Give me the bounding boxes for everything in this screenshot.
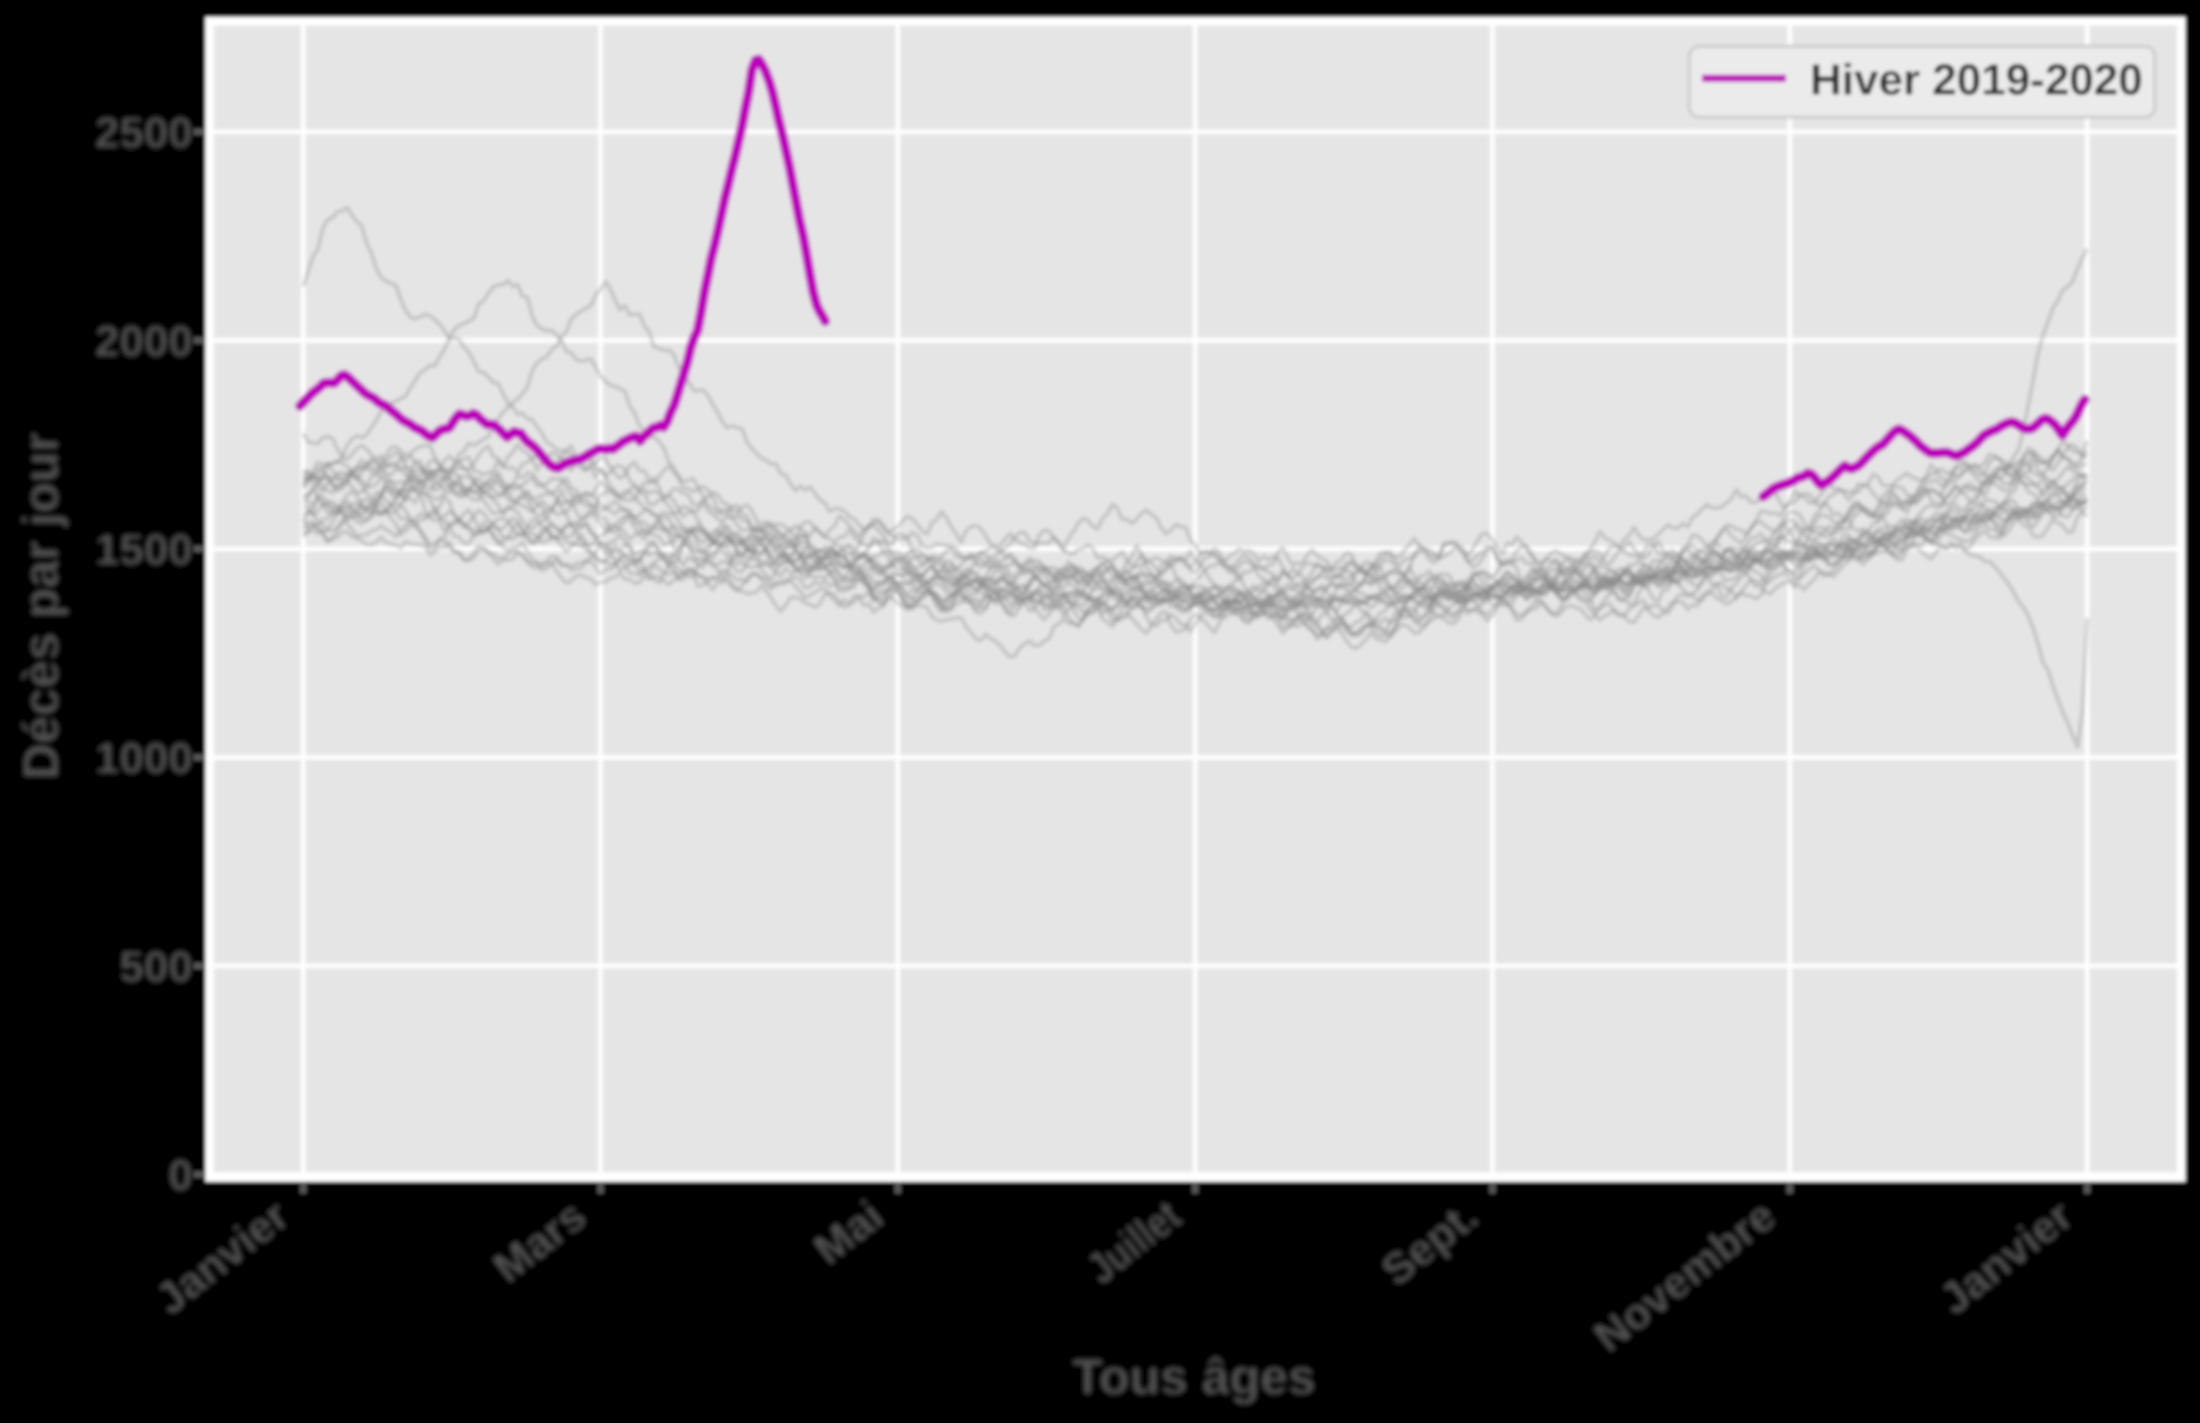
- svg-text:2000: 2000: [95, 317, 193, 366]
- svg-text:2500: 2500: [95, 108, 193, 157]
- svg-text:1000: 1000: [95, 734, 193, 783]
- svg-text:0: 0: [168, 1151, 192, 1200]
- svg-text:Décès par jour: Décès par jour: [13, 432, 69, 779]
- svg-text:500: 500: [119, 942, 192, 991]
- svg-text:Tous âges: Tous âges: [1072, 1349, 1316, 1405]
- svg-text:1500: 1500: [95, 525, 193, 574]
- svg-text:Hiver 2019-2020: Hiver 2019-2020: [1810, 55, 2143, 104]
